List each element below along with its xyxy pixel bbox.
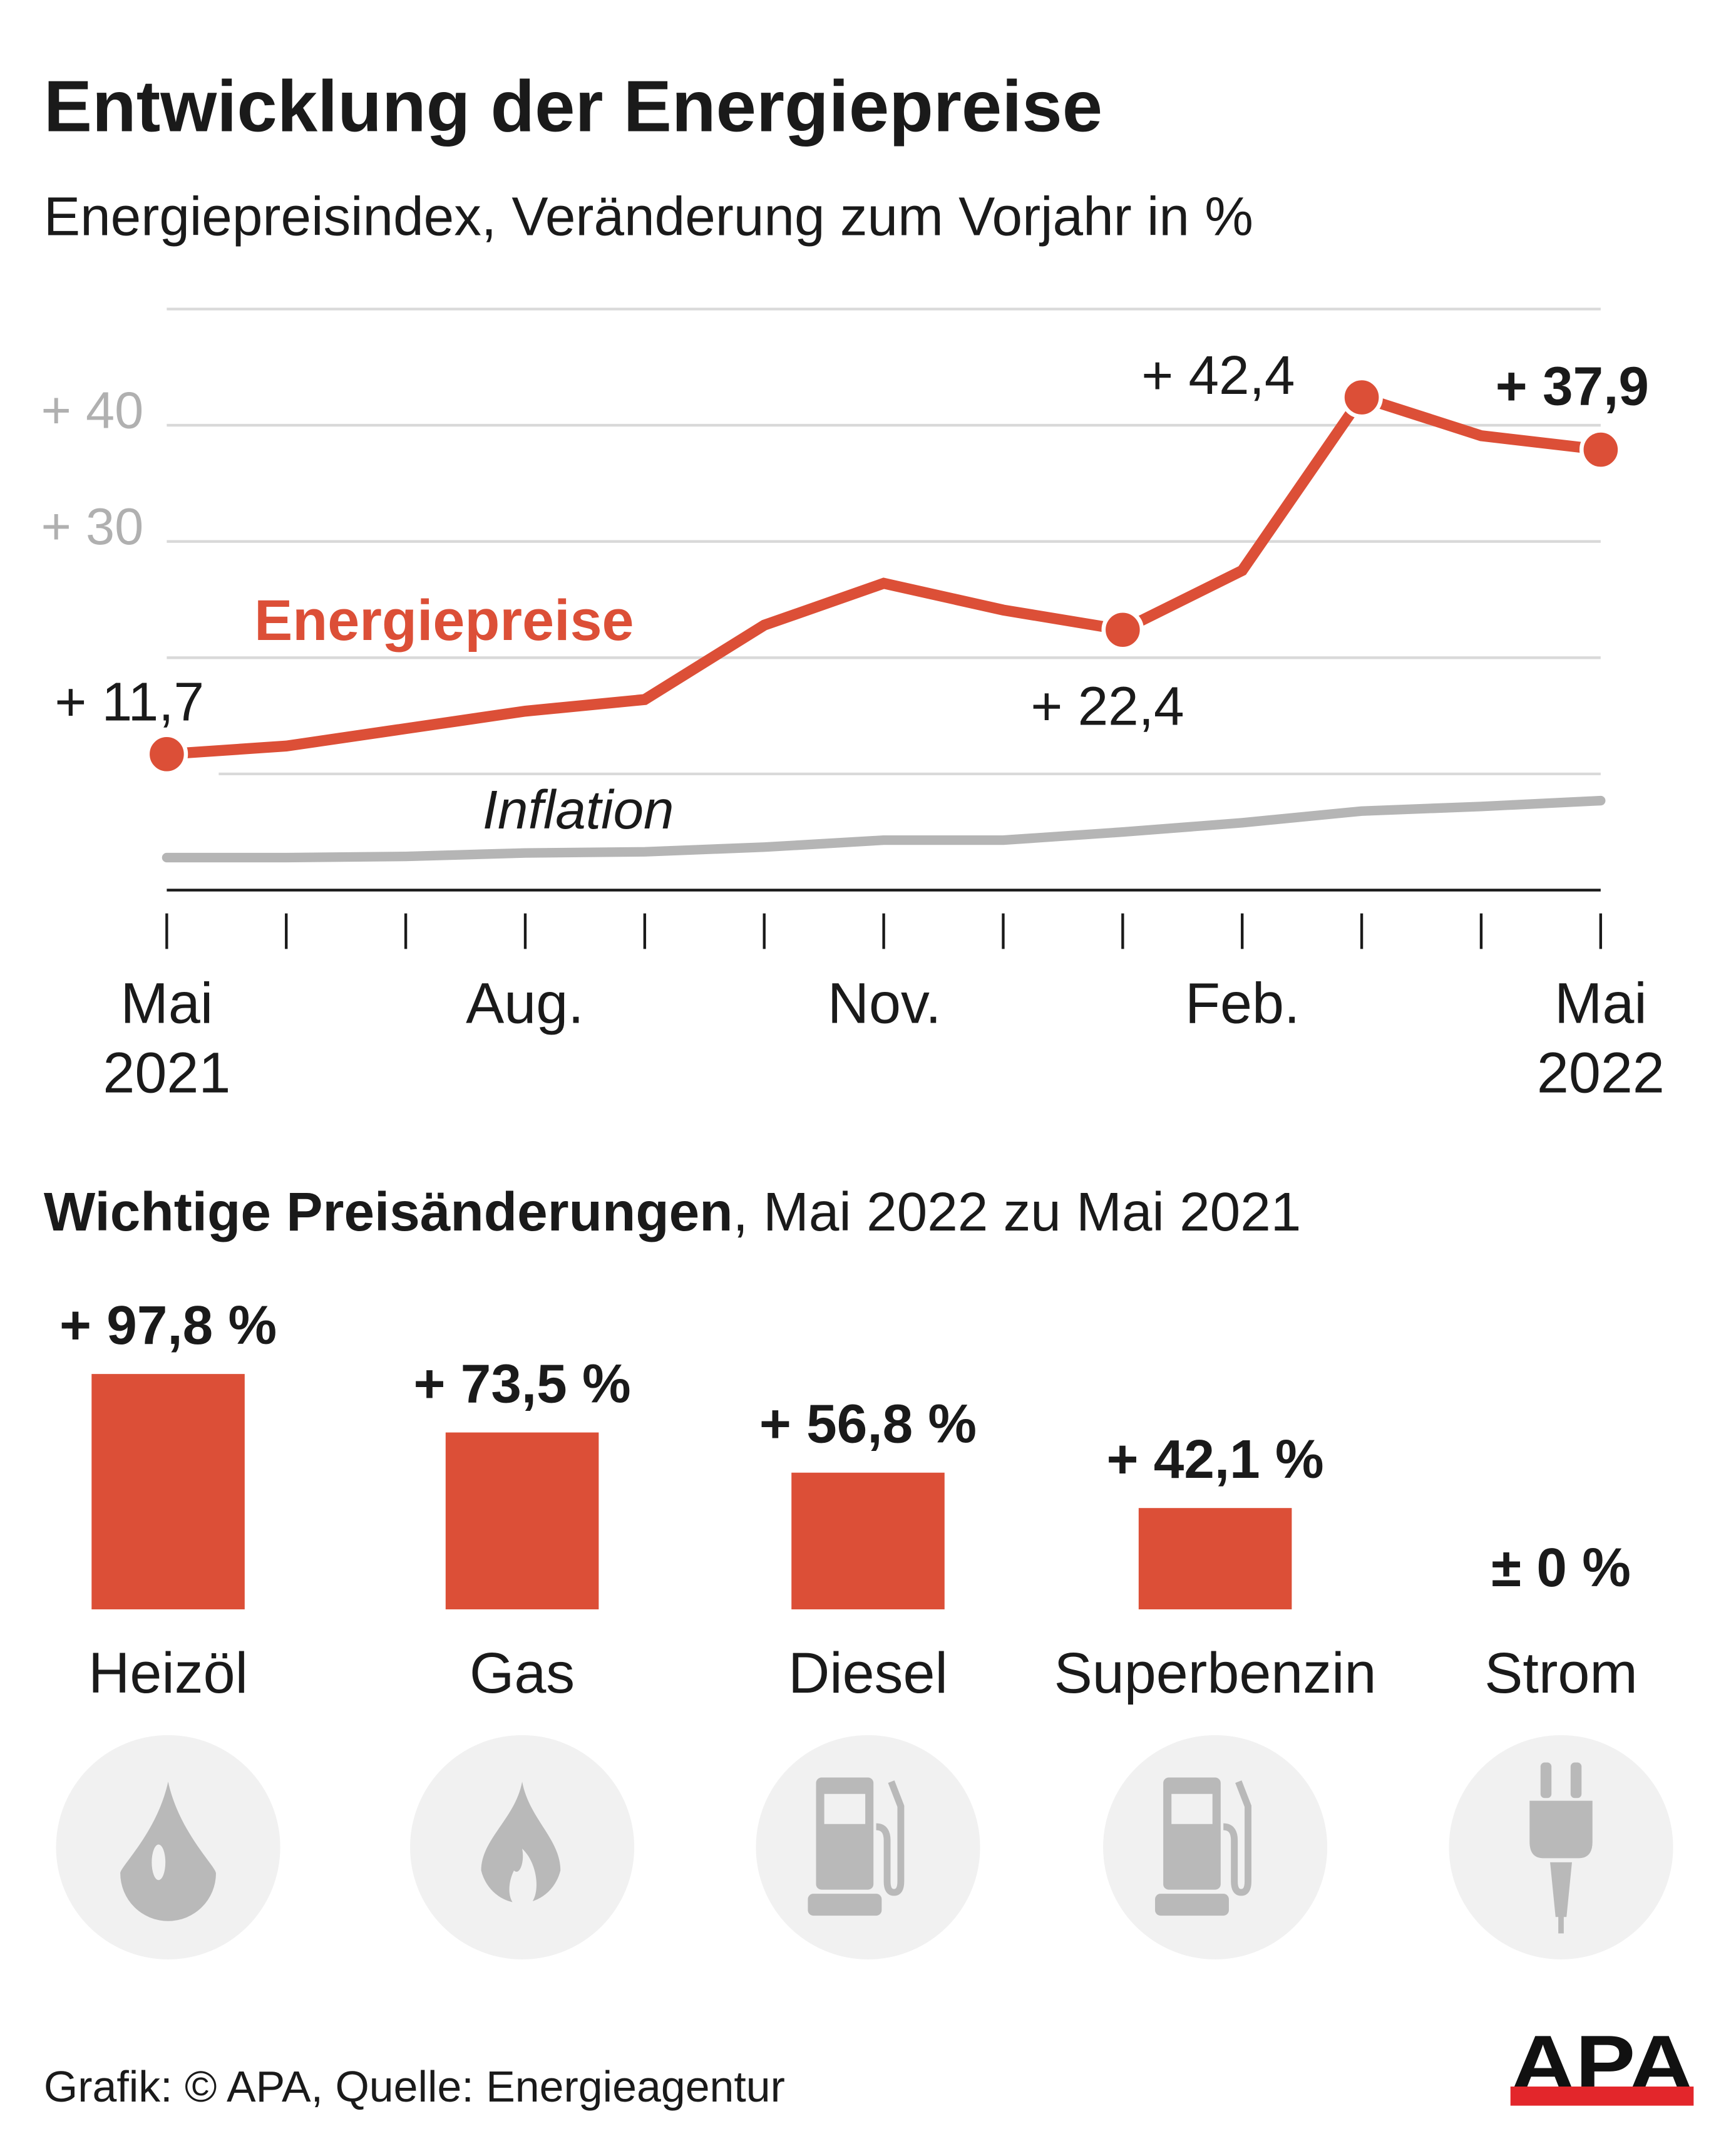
bar-value-label: + 56,8 % xyxy=(759,1393,977,1455)
bar-category-label: Diesel xyxy=(788,1641,948,1705)
x-axis xyxy=(165,913,1603,949)
gridlines xyxy=(167,307,1601,892)
line-chart: + 40 + 30 Energiepreise Inflation + 11,7… xyxy=(41,307,1665,1105)
x-tick-label: Feb. xyxy=(1185,971,1300,1035)
bar-heading-rest: , Mai 2022 zu Mai 2021 xyxy=(733,1181,1302,1242)
annotation-label: + 11,7 xyxy=(54,671,204,733)
source-credit: Grafik: © APA, Quelle: Energieagentur xyxy=(44,2062,785,2111)
annotation-label: + 42,4 xyxy=(1141,344,1295,406)
annotation-label: + 22,4 xyxy=(1030,675,1184,736)
x-tick-label: Mai xyxy=(1554,971,1647,1035)
bar-value-label: ± 0 % xyxy=(1491,1537,1631,1598)
y-tick-label: + 40 xyxy=(41,381,144,439)
inflation-line xyxy=(162,795,1606,863)
bar-category-label: Gas xyxy=(470,1641,575,1705)
data-point-marker xyxy=(145,733,188,776)
bar-category-label: Strom xyxy=(1484,1641,1638,1705)
fuel-pump-icon xyxy=(1103,1735,1328,1959)
bar-heading-bold: Wichtige Preisänderungen xyxy=(44,1181,733,1242)
data-point-marker xyxy=(1579,428,1622,471)
series-lines xyxy=(145,376,1622,863)
data-point-marker xyxy=(1340,376,1383,419)
energiepreise-line xyxy=(166,391,1601,760)
x-tick-year: 2022 xyxy=(1537,1041,1665,1105)
bar-heizöl xyxy=(91,1374,245,1609)
series-label-inflation: Inflation xyxy=(483,779,674,840)
apa-logo-bar xyxy=(1510,2087,1694,2106)
bar-diesel xyxy=(791,1472,945,1609)
series-label-energiepreise: Energiepreise xyxy=(254,589,634,653)
bar-value-label: + 97,8 % xyxy=(59,1294,277,1356)
page-subtitle: Energiepreisindex, Veränderung zum Vorja… xyxy=(44,186,1253,247)
bar-category-label: Superbenzin xyxy=(1054,1641,1377,1705)
x-tick-year: 2021 xyxy=(103,1041,230,1105)
apa-logo: APA xyxy=(1510,2019,1694,2108)
bar-chart: + 97,8 % Heizöl + 73,5 % Gas + 56,8 % Diesel +… xyxy=(56,1294,1673,1959)
y-tick-label: + 30 xyxy=(41,497,144,555)
x-tick-label: Nov. xyxy=(828,971,942,1035)
data-point-marker xyxy=(1101,608,1144,651)
bar-category-label: Heizöl xyxy=(88,1641,248,1705)
bar-value-label: + 42,1 % xyxy=(1107,1428,1324,1490)
bar-value-label: + 73,5 % xyxy=(414,1353,631,1414)
bar-superbenzin xyxy=(1138,1508,1292,1609)
bar-section-heading: Wichtige Preisänderungen, Mai 2022 zu Ma… xyxy=(44,1181,1302,1242)
annotation-label: + 37,9 xyxy=(1496,355,1649,416)
page-title: Entwicklung der Energiepreise xyxy=(44,66,1102,147)
bar-gas xyxy=(445,1432,599,1609)
fuel-pump-icon xyxy=(756,1735,980,1959)
gas-flame-icon xyxy=(410,1735,635,1959)
power-plug-icon xyxy=(1449,1735,1673,1959)
oil-drop-icon xyxy=(56,1735,280,1959)
x-tick-label: Mai xyxy=(121,971,213,1035)
x-tick-label: Aug. xyxy=(466,971,584,1035)
